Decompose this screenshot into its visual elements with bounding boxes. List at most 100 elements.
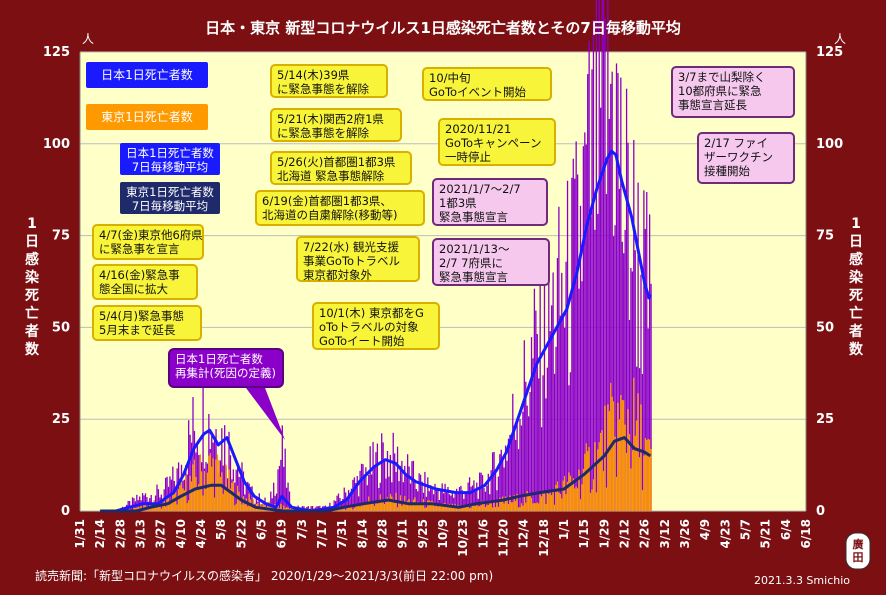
japan-daily-bar xyxy=(481,475,484,511)
tokyo-daily-bar xyxy=(479,506,481,511)
japan-daily-bar xyxy=(504,445,507,511)
japan-daily-bar xyxy=(394,453,396,511)
tokyo-daily-bar xyxy=(343,507,345,511)
tokyo-daily-bar xyxy=(624,424,626,511)
tokyo-daily-bar xyxy=(510,502,512,511)
tokyo-daily-bar xyxy=(490,503,492,511)
japan-daily-bar xyxy=(156,484,158,511)
japan-daily-bar xyxy=(576,174,579,511)
tokyo-daily-bar xyxy=(222,493,224,511)
tokyo-daily-bar xyxy=(589,492,592,511)
tokyo-daily-bar xyxy=(435,504,438,511)
y-tick-label-right: 75 xyxy=(816,229,834,244)
tokyo-daily-bar xyxy=(441,504,443,511)
x-tick-label: 5/21 xyxy=(759,519,773,548)
tokyo-daily-bar xyxy=(287,507,289,511)
japan-daily-bar xyxy=(202,387,204,511)
tokyo-daily-bar xyxy=(418,503,420,511)
japan-daily-bar xyxy=(525,381,527,511)
tokyo-daily-bar xyxy=(198,484,200,511)
japan-daily-bar xyxy=(510,434,512,511)
japan-daily-bar xyxy=(435,490,438,511)
japan-daily-bar xyxy=(368,474,370,511)
japan-daily-bar xyxy=(611,71,613,511)
chart-title: 日本・東京 新型コロナウイルス1日感染死亡者数とその7日毎移動平均 xyxy=(205,19,681,37)
legend-item-tokyo-avg: 東京1日死亡者数 7日毎移動平均 xyxy=(120,182,220,214)
japan-daily-bar xyxy=(352,479,354,511)
japan-daily-bar xyxy=(568,385,570,511)
tokyo-daily-bar xyxy=(290,507,292,511)
japan-daily-bar xyxy=(213,440,216,511)
annotation-box: 3/7まで山梨除く 10都府県に緊急 事態宣言延長 xyxy=(671,66,795,118)
tokyo-daily-bar xyxy=(627,409,629,511)
tokyo-daily-bar xyxy=(363,502,366,511)
japan-daily-bar xyxy=(395,472,397,511)
y-tick-label-left: 125 xyxy=(43,45,70,60)
tokyo-daily-bar xyxy=(618,419,621,511)
tokyo-daily-bar xyxy=(428,500,430,511)
japan-daily-bar xyxy=(412,460,415,511)
tokyo-daily-bar xyxy=(339,509,341,511)
japan-daily-bar xyxy=(612,236,615,512)
tokyo-daily-bar xyxy=(466,506,468,511)
japan-daily-bar xyxy=(385,478,387,511)
japan-daily-bar xyxy=(229,455,232,511)
japan-daily-bar xyxy=(523,340,525,511)
x-tick-label: 11/20 xyxy=(497,519,511,557)
tokyo-daily-bar xyxy=(556,481,559,511)
tokyo-daily-bar xyxy=(358,505,360,511)
japan-daily-bar xyxy=(172,466,174,511)
japan-7day-average-line xyxy=(100,149,652,513)
tokyo-daily-bar xyxy=(262,501,265,511)
japan-daily-bar xyxy=(587,74,589,512)
japan-daily-bar xyxy=(196,443,198,511)
tokyo-daily-bar xyxy=(493,499,495,511)
tokyo-daily-bar xyxy=(641,490,644,511)
legend-item-japan-avg: 日本1日死亡者数 7日毎移動平均 xyxy=(120,143,220,175)
tokyo-daily-bar xyxy=(409,505,412,511)
tokyo-daily-bar xyxy=(201,471,203,511)
japan-daily-bar xyxy=(453,497,455,511)
japan-daily-bar xyxy=(340,501,343,511)
tokyo-daily-bar xyxy=(506,500,508,511)
tokyo-daily-bar xyxy=(538,503,540,511)
japan-daily-bar xyxy=(561,272,563,511)
tokyo-daily-bar xyxy=(587,451,589,511)
japan-daily-bar xyxy=(532,358,534,511)
japan-daily-bar xyxy=(406,454,409,511)
x-tick-label: 6/5 xyxy=(255,519,269,540)
japan-daily-bar xyxy=(288,491,291,511)
japan-daily-bar xyxy=(624,229,626,511)
japan-daily-bar xyxy=(646,192,648,511)
japan-daily-bar xyxy=(625,88,628,511)
tokyo-daily-bar xyxy=(224,486,226,511)
japan-daily-bar xyxy=(591,69,593,511)
tokyo-daily-bar xyxy=(516,493,518,511)
x-tick-label: 4/9 xyxy=(698,519,712,540)
japan-daily-bar xyxy=(621,241,623,511)
japan-daily-bar xyxy=(601,0,603,512)
x-tick-label: 12/4 xyxy=(517,519,531,548)
japan-daily-bar xyxy=(466,492,468,511)
tokyo-daily-bar xyxy=(133,507,135,511)
tokyo-daily-bar xyxy=(504,496,507,511)
japan-daily-bar xyxy=(522,411,524,511)
tokyo-daily-bar xyxy=(162,502,164,511)
japan-daily-bar xyxy=(402,482,404,511)
japan-daily-bar xyxy=(540,427,543,511)
japan-daily-bar xyxy=(430,485,432,511)
x-tick-label: 4/23 xyxy=(718,519,732,548)
japan-daily-bar xyxy=(594,229,596,511)
tokyo-daily-bar xyxy=(530,497,533,511)
japan-daily-bar xyxy=(461,490,464,511)
tokyo-daily-bar xyxy=(234,505,236,511)
tokyo-daily-bar xyxy=(415,503,417,511)
annotation-box: 2020/11/21 GoToキャンペーン 一時停止 xyxy=(438,118,556,166)
tokyo-daily-bar xyxy=(216,454,219,511)
signature: 2021.3.3 Smichio xyxy=(754,574,850,587)
tokyo-daily-bar xyxy=(548,493,550,511)
tokyo-daily-bar xyxy=(470,507,472,511)
recount-callout-tail xyxy=(240,380,285,440)
tokyo-daily-bar xyxy=(571,483,573,511)
tokyo-daily-bar xyxy=(592,479,595,511)
